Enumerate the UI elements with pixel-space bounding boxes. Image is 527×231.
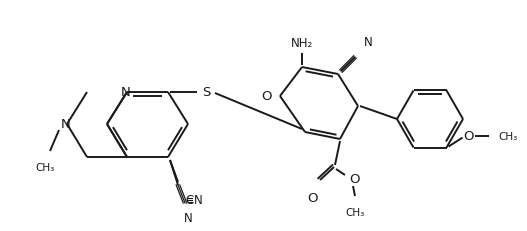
Text: CH₃: CH₃ (35, 162, 55, 172)
Text: NH₂: NH₂ (291, 37, 313, 50)
Text: CH₃: CH₃ (499, 131, 518, 141)
Text: S: S (202, 86, 210, 99)
Text: N: N (121, 86, 131, 99)
Text: CH₃: CH₃ (345, 207, 365, 217)
Text: N: N (183, 211, 192, 224)
Text: N: N (61, 118, 71, 131)
Text: O: O (463, 130, 474, 143)
Text: N: N (194, 194, 203, 207)
Text: O: O (261, 90, 272, 103)
Text: O: O (307, 191, 317, 204)
Text: C: C (185, 194, 193, 207)
Text: O: O (349, 173, 359, 186)
Text: N: N (364, 36, 373, 49)
